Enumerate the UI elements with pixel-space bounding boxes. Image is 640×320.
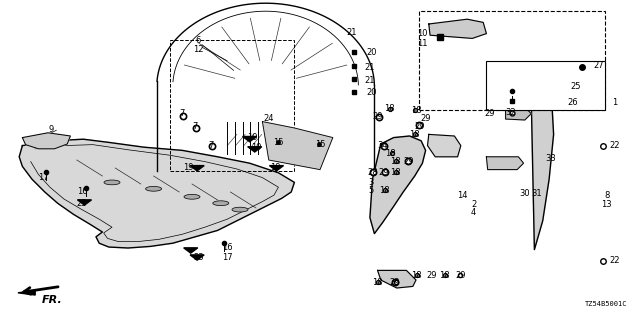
Polygon shape: [248, 147, 262, 152]
Text: 18: 18: [411, 106, 421, 115]
Text: 13: 13: [602, 200, 612, 209]
Polygon shape: [506, 107, 531, 120]
Text: 32: 32: [506, 108, 516, 116]
Polygon shape: [19, 139, 294, 248]
Text: 31: 31: [531, 189, 541, 198]
Text: 17: 17: [222, 253, 232, 262]
Text: 34: 34: [378, 141, 388, 150]
Text: 18: 18: [440, 271, 450, 280]
Polygon shape: [22, 133, 70, 149]
Bar: [486, 61, 605, 110]
Text: 18: 18: [384, 104, 394, 113]
Text: 4: 4: [471, 208, 476, 217]
Text: TZ54B5001C: TZ54B5001C: [585, 301, 627, 307]
Text: 27: 27: [593, 61, 604, 70]
Text: 12: 12: [193, 45, 204, 54]
Text: 29: 29: [390, 278, 400, 287]
Text: 25: 25: [571, 82, 581, 91]
Text: 8: 8: [604, 191, 609, 200]
Ellipse shape: [212, 201, 229, 206]
Text: 29: 29: [403, 157, 413, 166]
Text: 29: 29: [372, 112, 383, 121]
Polygon shape: [378, 270, 416, 288]
Text: 18: 18: [372, 278, 383, 287]
Text: 19: 19: [251, 143, 261, 152]
Text: 22: 22: [609, 256, 620, 265]
Polygon shape: [184, 248, 198, 253]
Text: 30: 30: [520, 189, 530, 198]
Text: 16: 16: [77, 188, 87, 196]
Text: 28: 28: [367, 168, 378, 177]
Text: 29: 29: [420, 114, 431, 123]
Text: FR.: FR.: [42, 295, 62, 305]
Text: 19: 19: [270, 163, 280, 172]
Text: 18: 18: [390, 168, 401, 177]
Text: 18: 18: [390, 157, 401, 166]
Text: 18: 18: [385, 149, 396, 158]
Text: 26: 26: [568, 98, 578, 107]
Text: 1: 1: [612, 98, 617, 107]
Text: 18: 18: [410, 130, 420, 139]
Text: 29: 29: [414, 122, 424, 131]
Polygon shape: [531, 94, 554, 250]
Ellipse shape: [146, 186, 161, 191]
Polygon shape: [190, 166, 204, 171]
Text: 17: 17: [38, 173, 49, 182]
Polygon shape: [77, 200, 92, 205]
Polygon shape: [190, 255, 204, 260]
Text: 19: 19: [184, 163, 194, 172]
Text: 22: 22: [609, 141, 620, 150]
Text: 21: 21: [347, 28, 357, 36]
Bar: [419, 11, 605, 110]
Ellipse shape: [232, 207, 248, 212]
Polygon shape: [370, 136, 426, 234]
Text: 7: 7: [180, 109, 185, 118]
Text: 6: 6: [196, 36, 201, 44]
Text: 23: 23: [193, 253, 204, 262]
Text: 24: 24: [264, 114, 274, 123]
Text: 15: 15: [315, 140, 325, 148]
Text: 21: 21: [365, 76, 375, 84]
Text: 3: 3: [369, 178, 374, 187]
Text: 29: 29: [379, 168, 389, 177]
Text: 23: 23: [77, 199, 87, 208]
Text: 18: 18: [411, 271, 421, 280]
Text: 20: 20: [366, 88, 376, 97]
Polygon shape: [269, 166, 284, 171]
Polygon shape: [243, 137, 257, 142]
Polygon shape: [486, 157, 524, 170]
Polygon shape: [18, 291, 35, 295]
Polygon shape: [428, 134, 461, 157]
Text: 14: 14: [457, 191, 467, 200]
Text: 21: 21: [365, 63, 375, 72]
Text: 29: 29: [456, 271, 466, 280]
Text: 15: 15: [273, 138, 284, 147]
Text: 7: 7: [193, 122, 198, 131]
Text: 33: 33: [545, 154, 556, 163]
Text: 10: 10: [417, 29, 428, 38]
Text: 29: 29: [484, 109, 495, 118]
Text: 5: 5: [369, 186, 374, 195]
Ellipse shape: [184, 195, 200, 199]
Polygon shape: [262, 122, 333, 170]
Text: 19: 19: [248, 133, 258, 142]
Text: 20: 20: [366, 48, 376, 57]
Text: 11: 11: [417, 39, 428, 48]
Ellipse shape: [104, 180, 120, 185]
Text: 2: 2: [471, 200, 476, 209]
Bar: [170, 40, 294, 171]
Text: 18: 18: [379, 186, 389, 195]
Text: 29: 29: [427, 271, 437, 280]
Text: 7: 7: [209, 141, 214, 150]
Text: 16: 16: [222, 244, 232, 252]
Text: 9: 9: [49, 125, 54, 134]
Polygon shape: [429, 19, 486, 38]
